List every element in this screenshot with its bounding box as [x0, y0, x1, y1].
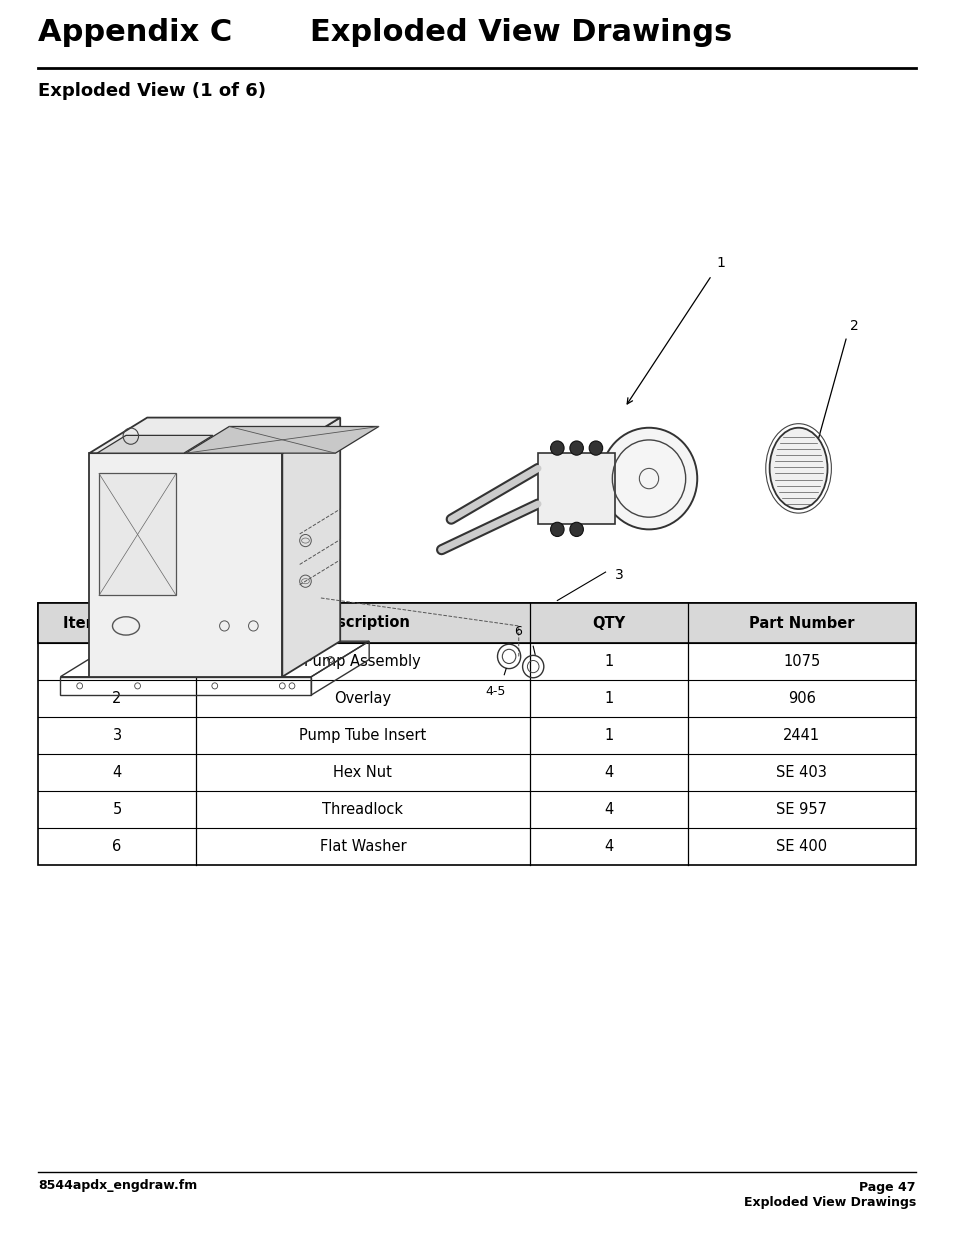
Text: SE 957: SE 957 [776, 802, 826, 818]
Text: 1075: 1075 [782, 655, 820, 669]
Circle shape [569, 441, 583, 456]
Circle shape [600, 427, 697, 530]
Text: 4: 4 [603, 802, 613, 818]
Text: 3: 3 [615, 568, 623, 582]
Text: 3: 3 [112, 727, 121, 743]
Circle shape [569, 522, 583, 536]
Polygon shape [537, 453, 615, 525]
Text: 1: 1 [603, 692, 613, 706]
Text: 2441: 2441 [782, 727, 820, 743]
Text: Page 47: Page 47 [859, 1181, 915, 1194]
Text: Item Number: Item Number [63, 615, 172, 631]
Text: Description: Description [315, 615, 410, 631]
Circle shape [550, 441, 563, 456]
Text: Exploded View Drawings: Exploded View Drawings [743, 1195, 915, 1209]
Text: 2: 2 [849, 319, 858, 333]
Text: SE 403: SE 403 [776, 764, 826, 781]
Text: 1: 1 [716, 256, 724, 270]
Text: 4: 4 [603, 839, 613, 853]
Text: Pump Assembly: Pump Assembly [304, 655, 421, 669]
Text: Hex Nut: Hex Nut [333, 764, 392, 781]
Text: 4: 4 [112, 764, 122, 781]
Text: 1: 1 [603, 655, 613, 669]
Text: Flat Washer: Flat Washer [319, 839, 406, 853]
Text: 906: 906 [787, 692, 815, 706]
Text: Part Number: Part Number [748, 615, 854, 631]
Text: 4: 4 [603, 764, 613, 781]
Text: Exploded View (1 of 6): Exploded View (1 of 6) [38, 82, 266, 100]
Bar [38, 603, 915, 643]
Text: Overlay: Overlay [334, 692, 391, 706]
Text: Pump Tube Insert: Pump Tube Insert [299, 727, 426, 743]
Text: 8544apdx_engdraw.fm: 8544apdx_engdraw.fm [38, 1178, 197, 1192]
Text: 6: 6 [514, 625, 521, 638]
Polygon shape [186, 426, 378, 453]
Polygon shape [97, 436, 213, 453]
Polygon shape [90, 453, 282, 677]
Text: 4-5: 4-5 [484, 685, 505, 698]
Text: 2: 2 [112, 692, 122, 706]
Text: Exploded View Drawings: Exploded View Drawings [310, 19, 732, 47]
Polygon shape [90, 417, 340, 453]
Circle shape [589, 441, 602, 456]
Text: 1: 1 [603, 727, 613, 743]
Ellipse shape [769, 427, 826, 509]
Circle shape [550, 522, 563, 536]
Polygon shape [99, 473, 176, 595]
Polygon shape [282, 417, 340, 677]
Bar [38, 603, 915, 864]
Text: Appendix C: Appendix C [38, 19, 232, 47]
Text: SE 400: SE 400 [776, 839, 826, 853]
Text: 5: 5 [112, 802, 122, 818]
Text: Threadlock: Threadlock [322, 802, 403, 818]
Text: QTY: QTY [592, 615, 624, 631]
Text: 1: 1 [112, 655, 122, 669]
Text: 6: 6 [112, 839, 122, 853]
